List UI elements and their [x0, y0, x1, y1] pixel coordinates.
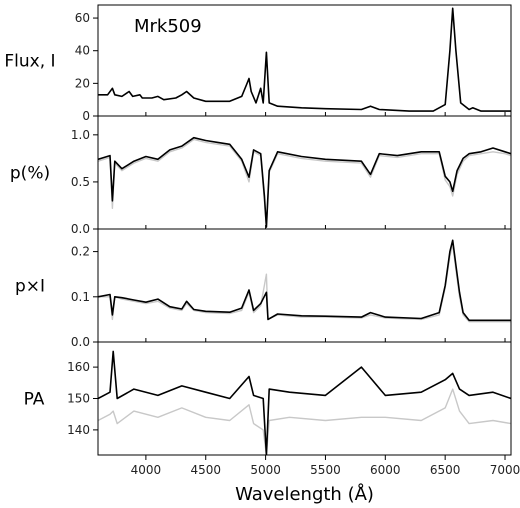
object-name-label: Mrk509	[134, 16, 202, 37]
panel-0: 0 20 40 60 Flux, I	[4, 4, 512, 123]
x-tick-label: 5500	[310, 463, 341, 477]
y-axis-label: Flux, I	[4, 52, 55, 72]
x-tick-label: 4500	[190, 463, 221, 477]
series-line-1-0	[98, 138, 511, 228]
y-tick-label: 40	[75, 44, 90, 58]
x-tick-label: 7000	[490, 463, 520, 477]
y-axis-label: PA	[24, 390, 45, 410]
panel-frame	[97, 115, 512, 230]
x-axis-label: Wavelength (Å)	[235, 483, 374, 505]
y-axis-label: p×I	[15, 277, 45, 297]
x-tick-label: 5000	[250, 463, 281, 477]
y-tick-label: 0.1	[71, 290, 90, 304]
y-tick-label: 1.0	[71, 128, 90, 142]
panel-3: 140 150 160 PA	[24, 341, 512, 456]
y-tick-label: 0.5	[71, 175, 90, 189]
y-tick-label: 20	[75, 76, 90, 90]
y-tick-label: 150	[67, 392, 90, 406]
y-tick-label: 0.2	[71, 245, 90, 259]
series-line-1-1	[98, 136, 511, 228]
y-tick-label: 0.0	[71, 222, 90, 236]
panel-frame	[97, 228, 512, 343]
series-line-0-0	[98, 7, 511, 112]
x-tick-label: 6500	[430, 463, 461, 477]
y-tick-label: 0.0	[71, 335, 90, 349]
y-axis-label: p(%)	[10, 164, 50, 184]
x-tick-label: 6000	[370, 463, 401, 477]
series-line-3-0	[98, 388, 511, 455]
panel-2: 0.0 0.1 0.2 p×I	[15, 228, 512, 349]
y-tick-label: 160	[67, 360, 90, 374]
series-line-2-1	[98, 239, 511, 322]
y-tick-label: 0	[82, 109, 90, 123]
y-tick-label: 140	[67, 423, 90, 437]
panel-1: 0.0 0.5 1.0 p(%)	[10, 115, 512, 236]
series-line-3-1	[98, 350, 511, 455]
y-tick-label: 60	[75, 11, 90, 25]
x-tick-label: 4000	[131, 463, 162, 477]
